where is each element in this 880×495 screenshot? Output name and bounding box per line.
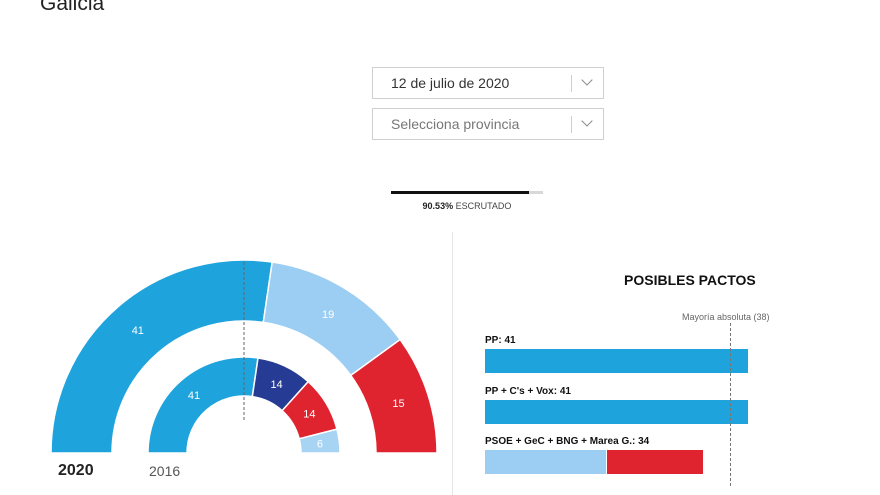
chevron-down-icon [581,74,593,86]
hemicycle-segment-2016-0[interactable] [147,356,259,454]
hemicycle-seat-label: 6 [317,438,323,450]
date-select-value: 12 de julio de 2020 [391,75,510,91]
hemicycle-seat-label: 19 [322,309,334,321]
hemicycle-seat-label: 15 [392,398,404,410]
pact-bar-segment[interactable] [485,349,748,373]
hemicycle-seat-label: 41 [188,390,200,402]
province-select-placeholder: Selecciona provincia [391,116,520,132]
page-title: Galicia [40,0,105,15]
pact-bar [485,349,785,373]
hemicycle-seat-label: 14 [303,408,315,420]
select-separator [571,116,572,133]
majority-label: Mayoría absoluta (38) [682,312,770,322]
pact-item: PP: 41 [485,335,785,373]
pact-label: PP + C's + Vox: 41 [485,386,571,397]
progress-text: ESCRUTADO [455,201,512,211]
pact-bar [485,450,785,474]
pact-bar-segment[interactable] [485,450,607,474]
pact-item: PP + C's + Vox: 41 [485,386,785,424]
date-select[interactable]: 12 de julio de 2020 [372,67,604,99]
hemicycle-seat-label: 41 [132,325,144,337]
province-select[interactable]: Selecciona provincia [372,108,604,140]
year-label-2016[interactable]: 2016 [149,463,181,479]
select-separator [571,75,572,92]
hemicycle-chart: 41 19 15 41 14 14 6 [50,259,438,454]
year-label-2020[interactable]: 2020 [58,462,94,479]
progress-bar [391,191,543,194]
pact-item: PSOE + GeC + BNG + Marea G.: 34 [485,436,785,474]
progress-percent: 90.53% [422,201,454,211]
pacts-title: POSIBLES PACTOS [624,272,756,288]
progress-fill [391,191,529,194]
hemicycle-segment-2020-0[interactable] [50,259,274,454]
pact-bar [485,400,785,424]
pact-label: PP: 41 [485,335,516,346]
chevron-down-icon [581,115,593,127]
pact-bar-segment[interactable] [607,450,703,474]
progress-label: 90.53% ESCRUTADO [391,201,543,211]
hemicycle-segment-2020-2[interactable] [349,338,438,454]
divider [452,232,453,495]
hemicycle-seat-label: 14 [270,379,282,391]
pact-label: PSOE + GeC + BNG + Marea G.: 34 [485,436,650,447]
hemicycle-segment-2016-3[interactable] [298,428,341,454]
majority-line [730,323,731,486]
pact-bar-segment[interactable] [485,400,748,424]
